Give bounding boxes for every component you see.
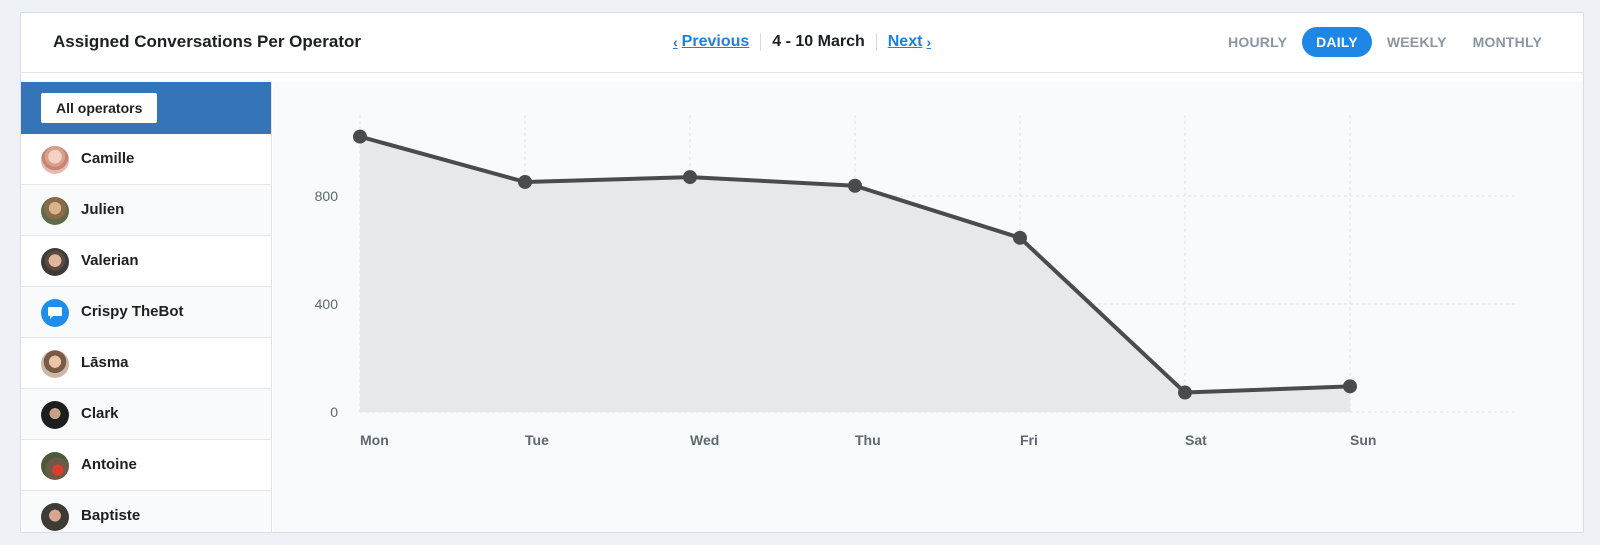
period-hourly[interactable]: HOURLY <box>1228 34 1288 50</box>
date-pager: ‹ Previous 4 - 10 March Next › <box>669 30 935 54</box>
x-tick-label: Tue <box>525 432 549 448</box>
operator-name: Crispy TheBot <box>81 303 184 320</box>
all-operators-row[interactable]: All operators <box>21 82 271 134</box>
operator-item[interactable]: Crispy TheBot <box>21 287 271 338</box>
conversations-chart: 0 400 800 Mon Tue Wed Thu Fri Sat Sun <box>315 115 1515 448</box>
period-switcher: HOURLY DAILY WEEKLY MONTHLY <box>1213 27 1553 57</box>
data-point <box>1178 385 1192 400</box>
data-point <box>518 174 532 189</box>
series-area <box>360 136 1350 412</box>
operator-item[interactable]: Valerian <box>21 236 271 287</box>
avatar <box>41 503 69 531</box>
operator-name: Baptiste <box>81 507 141 524</box>
y-tick-label: 0 <box>330 404 338 420</box>
avatar <box>41 452 69 480</box>
x-tick-label: Mon <box>360 432 389 448</box>
x-tick-label: Sun <box>1350 432 1376 448</box>
avatar <box>41 197 69 225</box>
operator-item[interactable]: Camille <box>21 134 271 185</box>
data-point <box>1013 230 1027 245</box>
operator-item[interactable]: Baptiste <box>21 491 271 532</box>
chart-area: 0 400 800 Mon Tue Wed Thu Fri Sat Sun <box>273 82 1583 532</box>
operator-name: Lāsma <box>81 354 129 371</box>
chevron-left-icon: ‹ <box>673 34 678 50</box>
previous-label: Previous <box>681 33 750 50</box>
page-title: Assigned Conversations Per Operator <box>53 32 361 51</box>
operator-name: Antoine <box>81 456 137 473</box>
x-tick-label: Wed <box>690 432 719 448</box>
avatar <box>41 299 69 327</box>
avatar <box>41 401 69 429</box>
next-link[interactable]: Next › <box>888 33 935 51</box>
y-tick-label: 400 <box>315 296 339 312</box>
operator-name: Clark <box>81 405 119 422</box>
report-panel: Assigned Conversations Per Operator ‹ Pr… <box>20 12 1584 533</box>
avatar <box>41 248 69 276</box>
avatar <box>41 146 69 174</box>
operator-name: Julien <box>81 201 125 218</box>
chevron-right-icon: › <box>926 34 932 50</box>
pager-divider <box>875 33 877 51</box>
period-weekly[interactable]: WEEKLY <box>1386 34 1447 50</box>
all-operators-button[interactable]: All operators <box>41 93 158 123</box>
data-point <box>353 129 367 144</box>
period-monthly[interactable]: MONTHLY <box>1472 34 1542 50</box>
avatar <box>41 350 69 378</box>
operator-item[interactable]: Clark <box>21 389 271 440</box>
y-tick-label: 800 <box>315 188 339 204</box>
report-header: Assigned Conversations Per Operator ‹ Pr… <box>21 13 1583 73</box>
data-point <box>848 178 862 193</box>
operator-name: Valerian <box>81 252 139 269</box>
period-daily[interactable]: DAILY <box>1302 27 1372 57</box>
operator-item[interactable]: Julien <box>21 185 271 236</box>
previous-link[interactable]: ‹ Previous <box>669 33 749 51</box>
operator-item[interactable]: Antoine <box>21 440 271 491</box>
chat-bubble-icon <box>48 307 62 319</box>
date-range: 4 - 10 March <box>772 33 865 50</box>
x-tick-label: Fri <box>1020 432 1038 448</box>
next-label: Next <box>887 33 923 50</box>
data-point <box>1343 379 1357 394</box>
operator-item[interactable]: Lāsma <box>21 338 271 389</box>
x-tick-label: Thu <box>855 432 881 448</box>
operator-list: All operators Camille Julien Valerian Cr… <box>21 82 272 532</box>
x-tick-label: Sat <box>1185 432 1207 448</box>
data-point <box>683 170 697 185</box>
operator-name: Camille <box>81 150 135 167</box>
pager-divider <box>760 33 762 51</box>
